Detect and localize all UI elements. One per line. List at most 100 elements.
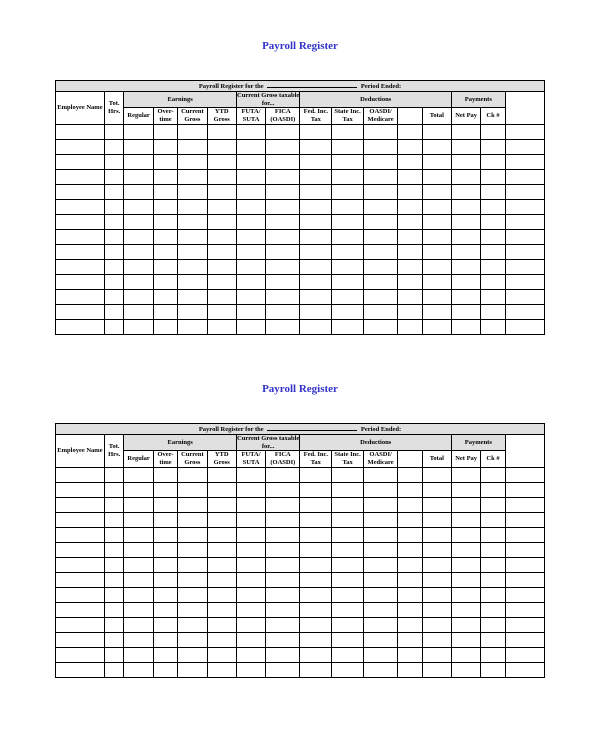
table-cell (332, 587, 364, 602)
table-cell (104, 244, 124, 259)
table-cell (451, 497, 480, 512)
table-cell (363, 124, 397, 139)
table-cell (332, 154, 364, 169)
table-cell (153, 512, 177, 527)
table-cell (451, 289, 480, 304)
table-cell (505, 139, 544, 154)
table-cell (300, 259, 332, 274)
table-cell (153, 482, 177, 497)
table-cell (178, 587, 207, 602)
table-cell (153, 662, 177, 677)
table-cell (236, 512, 265, 527)
table-cell (332, 319, 364, 334)
table-cell (505, 662, 544, 677)
table-cell (481, 229, 505, 244)
table-cell (178, 572, 207, 587)
table-cell (422, 319, 451, 334)
table-cell (178, 602, 207, 617)
col-overtime: Over- time (153, 451, 177, 468)
table-cell (332, 244, 364, 259)
table-cell (300, 602, 332, 617)
col-group-deductions: Deductions (300, 91, 452, 108)
table-row (56, 587, 545, 602)
table-cell (300, 124, 332, 139)
table-cell (153, 139, 177, 154)
table-cell (363, 602, 397, 617)
table-cell (56, 587, 105, 602)
table-cell (300, 557, 332, 572)
table-cell (451, 154, 480, 169)
table-cell (104, 497, 124, 512)
table-cell (451, 632, 480, 647)
table-cell (236, 184, 265, 199)
table-cell (207, 512, 236, 527)
table-cell (398, 497, 422, 512)
table-cell (207, 154, 236, 169)
table-cell (451, 214, 480, 229)
table-cell (422, 274, 451, 289)
table-cell (505, 512, 544, 527)
table-cell (124, 319, 153, 334)
table-cell (451, 602, 480, 617)
table-cell (266, 214, 300, 229)
table-cell (153, 542, 177, 557)
table-cell (104, 542, 124, 557)
table-cell (398, 602, 422, 617)
table-cell (363, 244, 397, 259)
table-cell (398, 274, 422, 289)
table-cell (363, 319, 397, 334)
table-cell (124, 154, 153, 169)
table-cell (207, 497, 236, 512)
table-cell (207, 229, 236, 244)
table-cell (505, 199, 544, 214)
table-cell (153, 154, 177, 169)
table-cell (332, 304, 364, 319)
table-cell (398, 512, 422, 527)
table-cell (422, 184, 451, 199)
table-cell (481, 617, 505, 632)
table-cell (124, 617, 153, 632)
table-cell (398, 617, 422, 632)
col-fica-oasdi: FICA (OASDI) (266, 108, 300, 125)
table-cell (451, 467, 480, 482)
table-cell (56, 319, 105, 334)
table-cell (236, 229, 265, 244)
table-row (56, 632, 545, 647)
table-cell (104, 124, 124, 139)
table-cell (481, 572, 505, 587)
col-current-gross: Current Gross (178, 108, 207, 125)
table-cell (481, 184, 505, 199)
table-cell (266, 587, 300, 602)
table-cell (266, 542, 300, 557)
table-cell (300, 617, 332, 632)
table-cell (266, 527, 300, 542)
table-cell (153, 199, 177, 214)
table-row (56, 199, 545, 214)
table-cell (153, 319, 177, 334)
col-ytd-gross: YTD Gross (207, 108, 236, 125)
table-cell (481, 274, 505, 289)
table-cell (422, 482, 451, 497)
col-net-pay: Net Pay (451, 451, 480, 468)
table-cell (481, 124, 505, 139)
table-cell (236, 542, 265, 557)
table-cell (266, 572, 300, 587)
table-cell (505, 274, 544, 289)
table-cell (266, 497, 300, 512)
table-cell (505, 497, 544, 512)
col-current-gross: Current Gross (178, 451, 207, 468)
table-cell (398, 244, 422, 259)
table-cell (398, 214, 422, 229)
table-cell (363, 467, 397, 482)
table-cell (104, 602, 124, 617)
col-total: Total (422, 108, 451, 125)
table-cell (300, 512, 332, 527)
table-cell (300, 662, 332, 677)
table-cell (236, 259, 265, 274)
table-cell (153, 274, 177, 289)
table-cell (124, 169, 153, 184)
table-cell (56, 632, 105, 647)
table-cell (104, 572, 124, 587)
table-cell (481, 602, 505, 617)
table-cell (332, 482, 364, 497)
